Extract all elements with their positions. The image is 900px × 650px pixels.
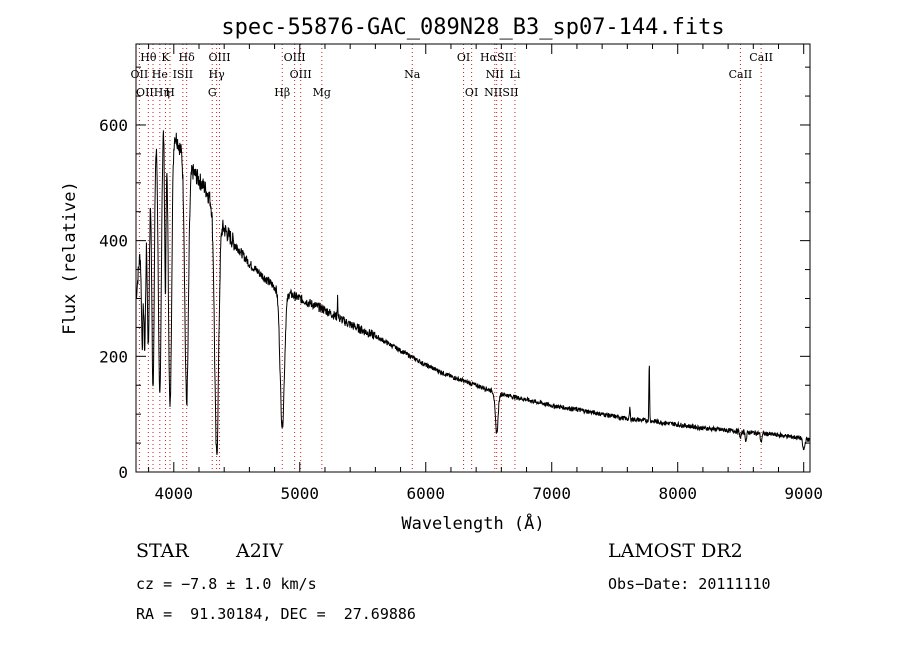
x-tick-label: 8000 [658, 484, 697, 503]
y-tick-label: 0 [118, 463, 128, 482]
line-marker-label: OI [457, 51, 470, 64]
y-tick-label: 400 [99, 232, 128, 251]
line-marker-label: G [208, 86, 217, 99]
line-marker-label: Hγ [209, 68, 226, 81]
x-tick-label: 6000 [406, 484, 445, 503]
x-tick-label: 4000 [155, 484, 194, 503]
object-subclass: A2IV [236, 540, 284, 562]
line-marker-label: OII [131, 68, 149, 81]
x-axis-label: Wavelength (Å) [401, 512, 544, 534]
line-marker-label: CaII [749, 51, 773, 64]
redshift-velocity: cz = −7.8 ± 1.0 km/s [136, 575, 317, 593]
line-marker-labels: Hθ K Hδ OIII OIII OI HαSII CaII OII He ISII Hγ OIII N… [131, 51, 773, 99]
spectrum-series-line [135, 130, 811, 455]
y-tick-label: 600 [99, 116, 128, 135]
plot-frame [135, 43, 811, 473]
line-marker-label: Li [510, 68, 521, 81]
line-marker-label: Hθ [140, 51, 157, 64]
line-marker-label: Mg [313, 86, 331, 99]
coordinates: RA = 91.30184, DEC = 27.69886 [136, 605, 416, 623]
line-marker-label: OIIHη [136, 86, 170, 99]
line-marker-label: HαSII [480, 51, 513, 64]
y-axis-label: Flux (relative) [60, 181, 80, 335]
axis-ticks: 4000 5000 6000 7000 8000 9000 0 200 400 600 [99, 44, 823, 503]
x-tick-label: 5000 [281, 484, 320, 503]
line-marker-label: H [165, 86, 175, 99]
line-marker-label: He [152, 68, 168, 81]
line-markers [138, 44, 762, 472]
line-marker-label: NIISII [484, 86, 519, 99]
chart-title: spec-55876-GAC_089N28_B3_sp07-144.fits [221, 15, 724, 40]
x-tick-label: 9000 [784, 484, 823, 503]
line-marker-label: CaII [729, 68, 753, 81]
line-marker-label: NII [486, 68, 504, 81]
observation-date: Obs−Date: 20111110 [608, 575, 771, 593]
line-marker-label: Na [404, 68, 421, 81]
line-marker-label: Hδ [179, 51, 196, 64]
object-class: STAR [136, 540, 189, 562]
line-marker-label: K [161, 51, 170, 64]
line-marker-label: OI [465, 86, 478, 99]
line-marker-label: OIII [290, 68, 312, 81]
y-tick-label: 200 [99, 347, 128, 366]
x-tick-label: 7000 [532, 484, 571, 503]
line-marker-label: Hβ [274, 86, 290, 99]
line-marker-label: OIII [284, 51, 306, 64]
line-marker-label: ISII [173, 68, 194, 81]
line-marker-label: OIII [208, 51, 230, 64]
survey-name: LAMOST DR2 [608, 540, 743, 562]
